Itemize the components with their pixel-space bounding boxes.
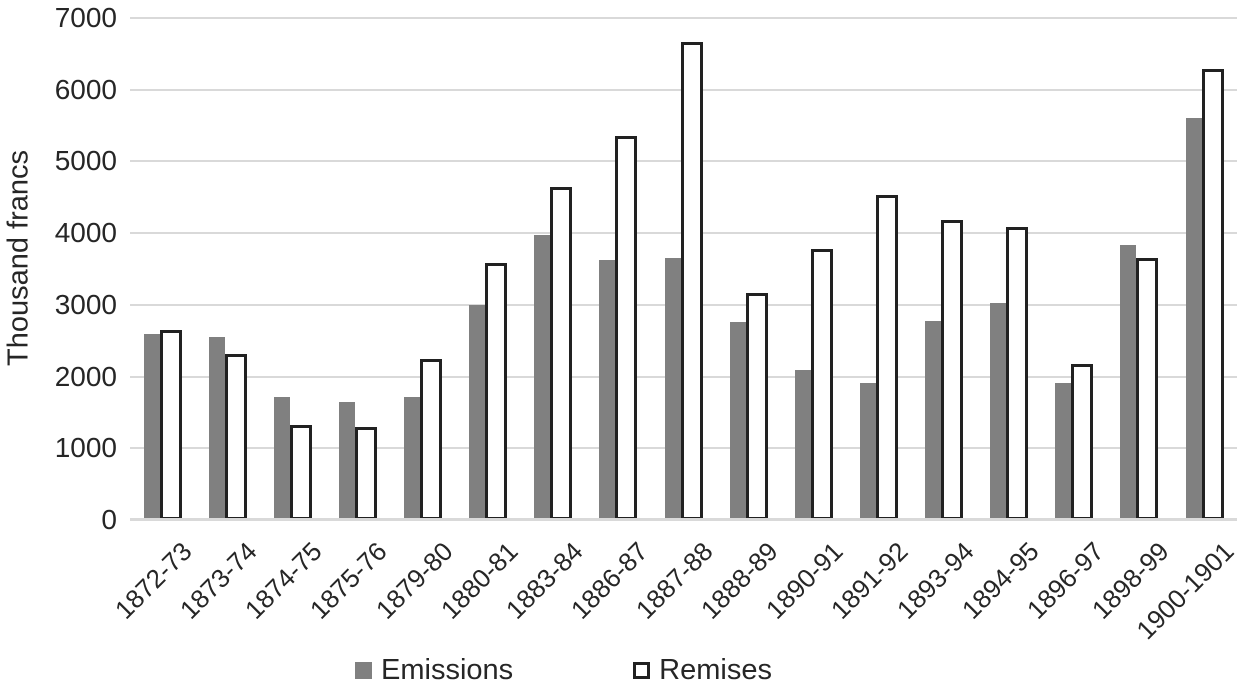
bar-group-1893-94 bbox=[912, 18, 977, 520]
bar-group-1898-99 bbox=[1107, 18, 1172, 520]
emissions-bar-1874-75 bbox=[273, 396, 290, 520]
x-axis-line bbox=[130, 518, 1237, 521]
y-axis-tick-label: 7000 bbox=[54, 2, 117, 33]
remises-bar-1879-80 bbox=[420, 359, 443, 520]
emissions-bar-1875-76 bbox=[338, 401, 355, 520]
remises-bar-1874-75 bbox=[289, 424, 312, 520]
bar-group-1888-89 bbox=[716, 18, 781, 520]
emissions-bar-1887-88 bbox=[664, 257, 681, 520]
x-axis-tick-labels: 1872-73 1873-74 1874-75 1875-76 1879-80 1880-… bbox=[109, 528, 1237, 645]
emissions-bar-1872-73 bbox=[143, 333, 160, 520]
y-axis-tick-label: 6000 bbox=[54, 73, 117, 105]
bar-group-1887-88 bbox=[651, 18, 716, 520]
emissions-bar-1880-81 bbox=[469, 304, 486, 520]
bar-group-1890-91 bbox=[781, 18, 846, 520]
remises-bar-1896-97 bbox=[1071, 363, 1094, 520]
remises-bar-1873-74 bbox=[224, 353, 247, 520]
legend-swatch-remises bbox=[633, 662, 651, 679]
legend-item-emissions: Emissions bbox=[355, 654, 513, 687]
y-axis-tick-label: 3000 bbox=[54, 288, 117, 320]
remises-bar-1890-91 bbox=[810, 248, 833, 520]
emissions-bar-1898-99 bbox=[1120, 244, 1137, 520]
y-axis-tick-label: 4000 bbox=[54, 217, 117, 249]
bar-group-1873-74 bbox=[195, 18, 260, 520]
emissions-bar-1888-89 bbox=[729, 322, 746, 520]
bar-group-1896-97 bbox=[1042, 18, 1107, 520]
remises-bar-1883-84 bbox=[550, 186, 573, 520]
bar-group-1875-76 bbox=[325, 18, 390, 520]
gridline-7000 bbox=[130, 17, 1237, 19]
y-axis-tick-label: 5000 bbox=[54, 145, 117, 177]
bar-group-1879-80 bbox=[391, 18, 456, 520]
remises-bar-1900-1901 bbox=[1201, 68, 1224, 520]
bar-group-1891-92 bbox=[846, 18, 911, 520]
emissions-bar-1873-74 bbox=[208, 337, 225, 520]
bar-group-1880-81 bbox=[456, 18, 521, 520]
emissions-bar-1886-87 bbox=[599, 260, 616, 520]
emissions-bar-1894-95 bbox=[990, 303, 1007, 520]
legend-swatch-emissions bbox=[355, 662, 373, 679]
emissions-bar-1879-80 bbox=[404, 397, 421, 520]
emissions-bar-1896-97 bbox=[1055, 383, 1072, 520]
legend-label-remises: Remises bbox=[659, 654, 772, 686]
emissions-bar-1883-84 bbox=[534, 235, 551, 520]
emissions-bar-1900-1901 bbox=[1185, 118, 1202, 520]
legend: Emissions Remises bbox=[0, 654, 1182, 687]
y-axis-tick-label: 0 bbox=[101, 504, 117, 535]
remises-bar-1891-92 bbox=[875, 195, 898, 520]
remises-bar-1875-76 bbox=[354, 426, 377, 520]
remises-bar-1893-94 bbox=[941, 219, 964, 520]
y-axis-title: Thousand francs bbox=[2, 149, 35, 367]
bar-group-1886-87 bbox=[586, 18, 651, 520]
remises-bar-1880-81 bbox=[485, 262, 508, 520]
y-axis-tick-label: 2000 bbox=[54, 360, 117, 392]
emissions-bar-1890-91 bbox=[794, 370, 811, 520]
bar-group-1874-75 bbox=[260, 18, 325, 520]
legend-item-remises: Remises bbox=[633, 654, 772, 687]
remises-bar-1894-95 bbox=[1006, 226, 1029, 520]
bar-group-1894-95 bbox=[977, 18, 1042, 520]
plot-area bbox=[130, 17, 1237, 521]
remises-bar-1872-73 bbox=[159, 329, 182, 520]
bar-group-1883-84 bbox=[521, 18, 586, 520]
remises-bar-1887-88 bbox=[680, 42, 703, 520]
bar-group-1872-73 bbox=[130, 18, 195, 520]
emissions-bar-1891-92 bbox=[859, 383, 876, 520]
remises-bar-1886-87 bbox=[615, 136, 638, 520]
remises-bar-1898-99 bbox=[1136, 258, 1159, 520]
remises-bar-1888-89 bbox=[745, 292, 768, 520]
bar-group-1900-1901 bbox=[1172, 18, 1237, 520]
emissions-bar-1893-94 bbox=[925, 321, 942, 520]
y-axis-tick-label: 1000 bbox=[54, 432, 117, 464]
bars-layer bbox=[130, 18, 1237, 520]
legend-label-emissions: Emissions bbox=[381, 654, 514, 686]
